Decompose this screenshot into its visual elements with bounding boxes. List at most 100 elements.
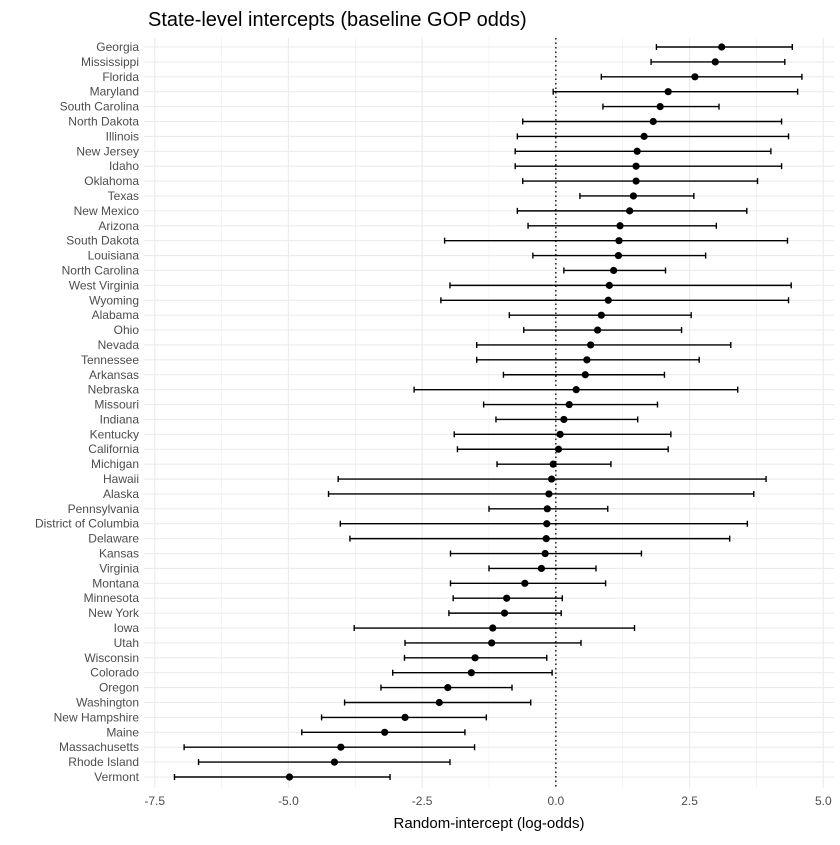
data-point xyxy=(556,430,564,438)
errorbar xyxy=(521,178,759,185)
data-point xyxy=(605,281,613,289)
errorbar xyxy=(449,282,792,289)
y-tick-label: South Carolina xyxy=(60,100,140,114)
data-point xyxy=(549,460,557,468)
x-tick-label: -2.5 xyxy=(412,794,433,808)
data-point xyxy=(285,773,294,781)
data-point xyxy=(597,311,605,319)
y-tick-label: Indiana xyxy=(100,412,140,426)
data-point xyxy=(503,594,511,602)
errorbar xyxy=(552,88,799,95)
y-tick-label: Oregon xyxy=(99,681,139,695)
y-tick-label: Texas xyxy=(108,189,139,203)
data-point xyxy=(435,698,443,707)
y-tick-label: Utah xyxy=(114,636,139,650)
x-tick-label: -5.0 xyxy=(278,794,299,808)
y-tick-label: Georgia xyxy=(96,40,139,54)
y-tick-label: Hawaii xyxy=(103,472,139,486)
data-point xyxy=(547,475,556,483)
data-point xyxy=(632,177,640,185)
y-tick-label: Washington xyxy=(76,696,139,710)
errorbar xyxy=(456,446,669,453)
y-tick-label: West Virginia xyxy=(69,278,140,292)
y-tick-label: Maryland xyxy=(90,85,139,99)
data-point xyxy=(572,386,580,394)
y-tick-label: Minnesota xyxy=(84,591,140,605)
data-point xyxy=(467,669,475,677)
data-point xyxy=(711,58,719,66)
y-tick-label: Nevada xyxy=(98,338,140,352)
x-tick-labels: -7.5 -5.0 -2.5 0.0 2.5 5.0 xyxy=(144,794,832,808)
data-point xyxy=(593,326,602,334)
data-point xyxy=(554,445,563,453)
y-tick-label: North Carolina xyxy=(62,263,140,277)
errorbar xyxy=(349,535,731,542)
y-tick-label: Arkansas xyxy=(89,368,139,382)
y-tick-label: New Jersey xyxy=(76,144,139,158)
x-axis-label: Random-intercept (log-odds) xyxy=(394,815,585,832)
y-tick-label: Arizona xyxy=(98,219,139,233)
y-tick-label: Alaska xyxy=(103,487,139,501)
data-point xyxy=(560,415,568,424)
data-point xyxy=(444,684,452,692)
y-tick-label: Mississippi xyxy=(81,55,139,69)
y-tick-label: Kansas xyxy=(99,547,139,561)
errorbar-layer xyxy=(173,44,803,780)
data-point xyxy=(337,743,345,751)
y-tick-label: Iowa xyxy=(114,621,140,635)
data-point xyxy=(330,758,339,766)
y-tick-label: Maine xyxy=(106,725,139,739)
data-point xyxy=(632,162,640,170)
y-tick-label: Vermont xyxy=(94,770,139,784)
y-tick-label: Virginia xyxy=(99,561,139,575)
errorbar xyxy=(514,148,772,155)
data-point xyxy=(537,564,546,573)
errorbar xyxy=(327,490,755,497)
y-tick-label: Alabama xyxy=(92,308,140,322)
errorbar xyxy=(197,759,451,766)
y-tick-label: Wisconsin xyxy=(84,651,139,665)
chart-title: State-level intercepts (baseline GOP odd… xyxy=(148,9,527,31)
data-point xyxy=(615,237,623,245)
point-layer xyxy=(285,43,726,781)
y-tick-label: Illinois xyxy=(106,129,139,143)
data-point xyxy=(489,624,497,632)
x-tick-label: -7.5 xyxy=(144,794,165,808)
data-point xyxy=(401,713,409,722)
data-point xyxy=(543,505,551,513)
errorbar xyxy=(475,341,732,348)
data-point xyxy=(542,535,550,543)
y-tick-label: Wyoming xyxy=(89,293,139,307)
y-tick-label: District of Columbia xyxy=(35,517,139,531)
data-point xyxy=(541,549,549,558)
data-point xyxy=(640,132,648,140)
data-point xyxy=(614,251,623,260)
y-tick-label: South Dakota xyxy=(66,234,139,248)
errorbar xyxy=(523,327,683,334)
data-point xyxy=(649,117,657,126)
data-point xyxy=(629,192,638,200)
errorbar xyxy=(600,73,803,80)
errorbar xyxy=(514,163,783,170)
y-tick-label: North Dakota xyxy=(68,114,139,128)
grid-layer xyxy=(144,38,834,788)
errorbar xyxy=(183,744,476,751)
data-point xyxy=(626,207,634,215)
y-tick-label: Idaho xyxy=(109,159,139,173)
data-point xyxy=(583,356,591,364)
data-point xyxy=(616,222,624,230)
data-point xyxy=(691,73,699,81)
data-point xyxy=(543,520,551,528)
y-tick-label: Massachusetts xyxy=(59,740,139,754)
y-tick-label: Louisiana xyxy=(88,249,140,263)
y-tick-label: New Hampshire xyxy=(54,710,140,724)
y-tick-label: Tennessee xyxy=(81,353,139,367)
data-point xyxy=(488,639,496,647)
y-tick-label: Florida xyxy=(102,70,139,84)
y-tick-label: Kentucky xyxy=(90,427,139,441)
data-point xyxy=(656,102,664,111)
data-point xyxy=(381,728,389,736)
data-point xyxy=(610,266,618,275)
